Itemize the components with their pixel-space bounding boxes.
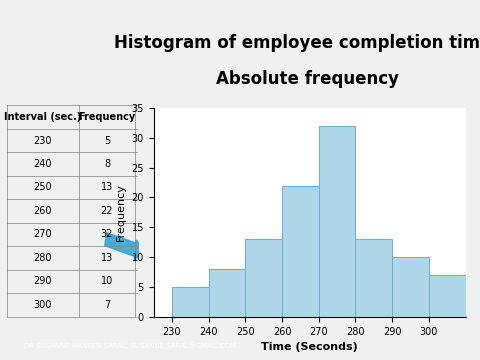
X-axis label: Time (Seconds): Time (Seconds): [261, 342, 358, 352]
Text: DR SUSANNE HANSEN SARAL, SUSANNE.SARAL@GMAIL.COM: DR SUSANNE HANSEN SARAL, SUSANNE.SARAL@G…: [24, 342, 236, 349]
Bar: [209, 269, 245, 317]
Text: 13: 13: [101, 253, 113, 263]
Text: 22: 22: [101, 206, 113, 216]
Y-axis label: Frequency: Frequency: [116, 184, 126, 241]
Text: Interval (sec.): Interval (sec.): [4, 112, 81, 122]
Bar: [319, 126, 356, 317]
Text: Absolute frequency: Absolute frequency: [216, 70, 399, 88]
Text: 32: 32: [101, 229, 113, 239]
Text: 270: 270: [33, 229, 52, 239]
Text: 230: 230: [33, 135, 52, 145]
Text: 8: 8: [104, 159, 110, 169]
Text: 5: 5: [104, 135, 110, 145]
Text: 300: 300: [33, 300, 52, 310]
Bar: [245, 239, 282, 317]
Text: 240: 240: [33, 159, 52, 169]
Bar: [282, 185, 319, 317]
Text: 250: 250: [33, 183, 52, 193]
Text: 10: 10: [101, 276, 113, 287]
FancyArrow shape: [105, 233, 143, 260]
Text: 290: 290: [33, 276, 52, 287]
Bar: [392, 257, 429, 317]
Text: 280: 280: [33, 253, 52, 263]
Text: 13: 13: [101, 183, 113, 193]
Bar: [172, 287, 209, 317]
Text: Frequency: Frequency: [78, 112, 135, 122]
Text: Histogram of employee completion times: Histogram of employee completion times: [113, 34, 480, 52]
Text: 7: 7: [104, 300, 110, 310]
Bar: [429, 275, 466, 317]
Text: 260: 260: [33, 206, 52, 216]
Bar: [356, 239, 392, 317]
